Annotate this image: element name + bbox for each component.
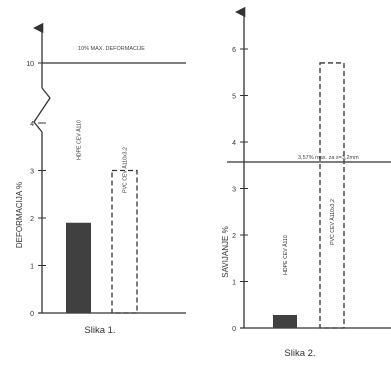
- y-tick-label: 4: [232, 140, 236, 147]
- y-tick-label: 2: [232, 233, 236, 240]
- bar-pvc: [319, 62, 345, 329]
- reference-line-label: 10% MAX. DEFORMACIJE: [78, 46, 145, 52]
- bar-hdpe: [66, 222, 91, 313]
- reference-line-label: 3,57% max. za s=3,2mm: [298, 155, 359, 161]
- y-tick-label: 1: [30, 264, 34, 271]
- chart-1: 0 1 2 3 4 10 10% MAX. DEFORMACIJE DEFORMACIJA %…: [15, 22, 186, 336]
- bar-label-hdpe: HDPE CEV Ä110: [76, 120, 83, 160]
- caption: Slika 1.: [84, 325, 115, 336]
- bar-label-pvc: PVC CEV Ä110x3,2: [329, 199, 336, 245]
- bar-label-pvc: PVC CEV Ä110x3,2: [122, 147, 129, 193]
- caption: Slika 2.: [284, 348, 315, 359]
- y-tick-label: 0: [30, 311, 34, 318]
- bar-pvc: [111, 169, 138, 314]
- y-tick-label: 0: [232, 326, 236, 333]
- bar-hdpe: [273, 314, 297, 328]
- y-tick-label: 3: [232, 187, 236, 194]
- y-tick-label: 5: [232, 94, 236, 101]
- chart-2: 0 1 2 3 4 5 6 3,57% max. za s=3,2mm SAVIJANJE % H…: [221, 6, 391, 359]
- y-axis-label: SAVIJANJE %: [221, 226, 230, 277]
- bar-label-hdpe: HDPE CEV Ä110: [282, 235, 289, 275]
- y-tick-label: 2: [30, 216, 34, 223]
- y-tick-label: 6: [232, 47, 236, 54]
- y-tick-label: 3: [30, 169, 34, 176]
- y-tick-label: 4: [30, 121, 34, 128]
- y-tick-label: 10: [26, 61, 34, 68]
- y-axis-break: [33, 87, 51, 133]
- y-tick-label: 1: [232, 280, 236, 287]
- y-axis-label: DEFORMACIJA %: [15, 182, 24, 248]
